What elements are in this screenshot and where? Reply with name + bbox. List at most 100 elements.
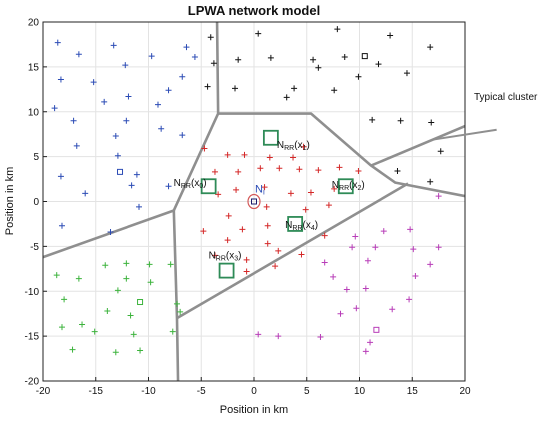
neighbor-label: NRR(x2) [332,180,365,192]
scatter-point [101,98,108,105]
scatter-point [243,256,250,263]
scatter-point [355,73,362,80]
scatter-point [232,85,239,92]
scatter-point [406,296,413,303]
scatter-point [211,168,218,175]
y-tick-label: 5 [33,152,39,163]
scatter-point [302,206,309,213]
scatter-point [276,165,283,172]
scatter-point [341,54,348,61]
scatter-point [380,228,387,235]
scatter-point [58,222,65,229]
scatter-point [427,178,434,185]
y-tick-label: -5 [30,242,39,253]
scatter-point [215,191,222,198]
scatter-point [112,349,119,356]
scatter-point [179,73,186,80]
scatter-point [435,193,442,200]
scatter-point [125,93,132,100]
scatter-point [375,61,382,68]
scatter-point [53,272,60,279]
scatter-point [291,85,298,92]
scatter-point [146,261,153,268]
scatter-point [179,132,186,139]
scatter-point [263,203,270,210]
scatter-point [177,308,184,315]
y-tick-label: 10 [28,107,40,118]
scatter-point [407,226,414,233]
scatter-point [235,56,242,63]
cell-boundary [176,182,409,320]
scatter-point [369,116,376,123]
scatter-point [275,247,282,254]
scatter-point [204,83,211,90]
scatter-point [428,119,435,126]
scatter-point [82,190,89,197]
scatter-point [290,154,297,161]
center-point-ring [247,193,261,210]
station-square [251,198,257,205]
neighbor-label: NRR(x0) [174,178,207,190]
y-tick-label: 15 [28,62,40,73]
scatter-point [321,232,328,239]
scatter-point [57,173,64,180]
scatter-point [233,186,240,193]
x-tick-label: -5 [197,386,206,397]
scatter-point [410,246,417,253]
scatter-point [210,60,217,67]
scatter-point [283,94,290,101]
scatter-point [148,53,155,60]
scatter-point [102,262,109,269]
scatter-point [315,167,322,174]
x-tick-label: 10 [354,386,366,397]
typical-cluster-pointer [433,128,497,141]
scatter-point [412,272,419,279]
station-square [137,299,144,306]
scatter-point [137,347,144,354]
neighbor-box [287,216,304,232]
scatter-point [298,251,305,258]
scatter-point [267,54,274,61]
scatter-point [331,87,338,94]
scatter-point [372,244,379,251]
scatter-point [352,233,359,240]
scatter-point [387,32,394,39]
scatter-point [331,185,338,192]
scatter-point [235,168,242,175]
scatter-point [264,222,271,229]
x-tick-label: -10 [141,386,156,397]
cell-boundary [43,209,175,259]
scatter-point [330,273,337,280]
scatter-point [165,183,172,190]
x-tick-label: -20 [36,386,51,397]
scatter-point [201,145,208,152]
scatter-point [123,117,130,124]
chart-title: LPWA network model [188,3,320,18]
y-tick-label: 0 [33,197,39,208]
scatter-point [130,331,137,338]
scatter-point [154,101,161,108]
neighbor-box [200,178,217,195]
scatter-point [191,54,198,61]
x-tick-label: -15 [89,386,104,397]
neighbor-box [262,129,279,146]
scatter-point [364,257,371,264]
scatter-point [122,62,129,69]
neighbor-box [218,262,235,279]
scatter-point [107,229,114,236]
scatter-point [239,226,246,233]
scatter-point [165,87,172,94]
typical-cluster-annotation: Typical cluster [433,92,538,141]
scatter-point [437,148,444,155]
boxed-points: Ni NRR(x1) NRR(x0) NRR(x2) NRR(x4) NRR(x3) [174,129,365,279]
scatter-point [310,56,317,63]
scatter-point [337,310,344,317]
scatter-point [296,166,303,173]
scatter-point [307,189,314,196]
scatter-point [261,184,268,191]
scatter-point [362,285,369,292]
y-tick-label: -20 [25,377,40,388]
scatter-point [200,228,207,235]
center-point-label: Ni [255,184,265,197]
